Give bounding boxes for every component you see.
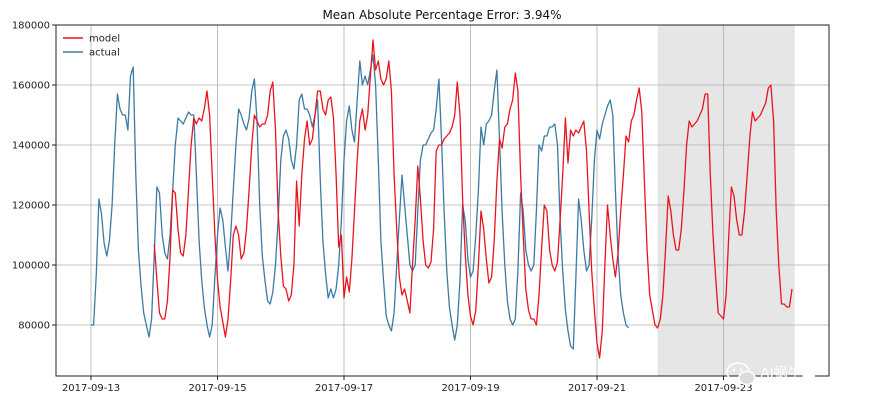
legend: model actual (63, 34, 120, 59)
wechat-icon (726, 362, 756, 386)
series-line-model (153, 39, 793, 359)
legend-label-model: model (89, 34, 120, 45)
x-gridlines (90, 25, 724, 376)
series-layer (91, 39, 793, 359)
y-tick-label: 120000 (12, 201, 50, 212)
x-tick-label: 2017-09-23 (694, 383, 752, 394)
y-tick-label: 180000 (12, 21, 50, 32)
x-tick-label: 2017-09-17 (315, 383, 373, 394)
series-line-actual (91, 54, 630, 350)
chart-title: Mean Absolute Percentage Error: 3.94% (322, 8, 561, 22)
y-tick-label: 100000 (12, 261, 50, 272)
y-tick-label: 160000 (12, 81, 50, 92)
forecast-region (657, 25, 795, 376)
watermark-text: AI蜗牛车 (760, 365, 816, 382)
legend-label-actual: actual (89, 48, 120, 59)
y-axis: 80000 100000 120000 140000 160000 180000 (12, 21, 56, 332)
plot-area (55, 24, 830, 377)
y-tick-label: 140000 (12, 141, 50, 152)
y-tick-label: 80000 (18, 321, 50, 332)
x-tick-label: 2017-09-21 (568, 383, 626, 394)
x-axis: 2017-09-13 2017-09-15 2017-09-17 2017-09-19… (62, 376, 753, 394)
watermark: AI蜗牛车 (726, 362, 816, 386)
x-tick-label: 2017-09-15 (188, 383, 246, 394)
plot-frame (55, 24, 830, 377)
x-tick-label: 2017-09-19 (441, 383, 499, 394)
x-tick-label: 2017-09-13 (62, 383, 120, 394)
